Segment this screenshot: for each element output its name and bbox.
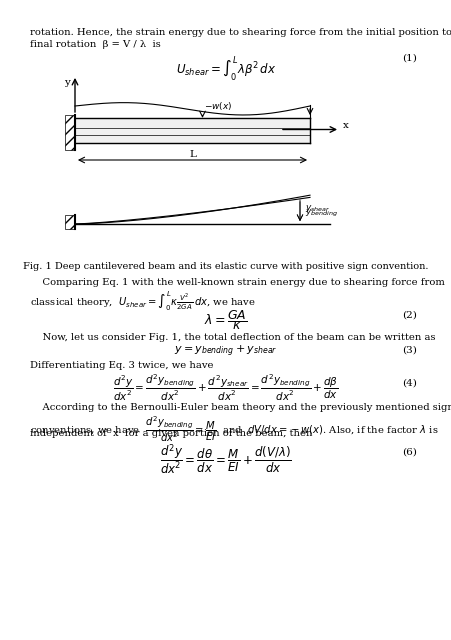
Text: Fig. 1 Deep cantilevered beam and its elastic curve with positive sign conventio: Fig. 1 Deep cantilevered beam and its el… [23,262,428,271]
Text: x: x [342,121,348,130]
Text: Comparing Eq. 1 with the well-known strain energy due to shearing force from: Comparing Eq. 1 with the well-known stra… [30,278,444,287]
Text: rotation. Hence, the strain energy due to shearing force from the initial positi: rotation. Hence, the strain energy due t… [30,28,451,37]
Text: L: L [189,150,195,159]
Text: (3): (3) [402,346,417,355]
Text: $y_{bending}$: $y_{bending}$ [304,208,337,219]
Text: classical theory,  $U_{shear} = \int_{0}^{L} \kappa\frac{V^2}{2GA}\,dx$, we have: classical theory, $U_{shear} = \int_{0}^… [30,289,255,312]
Bar [65,115,75,150]
Text: (4): (4) [402,379,417,388]
Text: $U_{shear} = \int_{0}^{L} \lambda\beta^{2}\,dx$: $U_{shear} = \int_{0}^{L} \lambda\beta^{… [175,54,276,83]
Text: (1): (1) [402,54,417,63]
Bar [65,215,75,229]
Text: According to the Bernoulli-Euler beam theory and the previously mentioned sign: According to the Bernoulli-Euler beam th… [30,403,451,412]
Text: y: y [64,78,70,87]
Text: Now, let us consider Fig. 1, the total deflection of the beam can be written as: Now, let us consider Fig. 1, the total d… [30,333,434,342]
Bar [75,118,309,143]
Text: conventions, we have  $\dfrac{d^2y_{bending}}{dx^2} = \dfrac{M}{EI}$  and  $dV/d: conventions, we have $\dfrac{d^2y_{bendi… [30,414,437,444]
Text: $y_{shear}$: $y_{shear}$ [304,203,330,214]
Text: independent of  x  for a given portion of the beam, then: independent of x for a given portion of … [30,429,312,438]
Text: final rotation  β = V / λ  is: final rotation β = V / λ is [30,40,161,49]
Text: (6): (6) [402,448,417,457]
Text: Differentiating Eq. 3 twice, we have: Differentiating Eq. 3 twice, we have [30,361,213,370]
Text: (2): (2) [402,311,417,320]
Text: $\dfrac{d^2y}{dx^2} = \dfrac{d^2y_{bending}}{dx^2} + \dfrac{d^2y_{shear}}{dx^2} : $\dfrac{d^2y}{dx^2} = \dfrac{d^2y_{bendi… [113,373,338,403]
Text: $-w(x)$: $-w(x)$ [204,100,232,111]
Text: $y = y_{bending} + y_{shear}$: $y = y_{bending} + y_{shear}$ [174,344,277,360]
Text: $\dfrac{d^2y}{dx^2} = \dfrac{d\theta}{dx} = \dfrac{M}{EI} + \dfrac{d(V/\lambda)}: $\dfrac{d^2y}{dx^2} = \dfrac{d\theta}{dx… [160,443,291,477]
Text: $\lambda = \dfrac{GA}{\kappa}$: $\lambda = \dfrac{GA}{\kappa}$ [204,308,247,332]
